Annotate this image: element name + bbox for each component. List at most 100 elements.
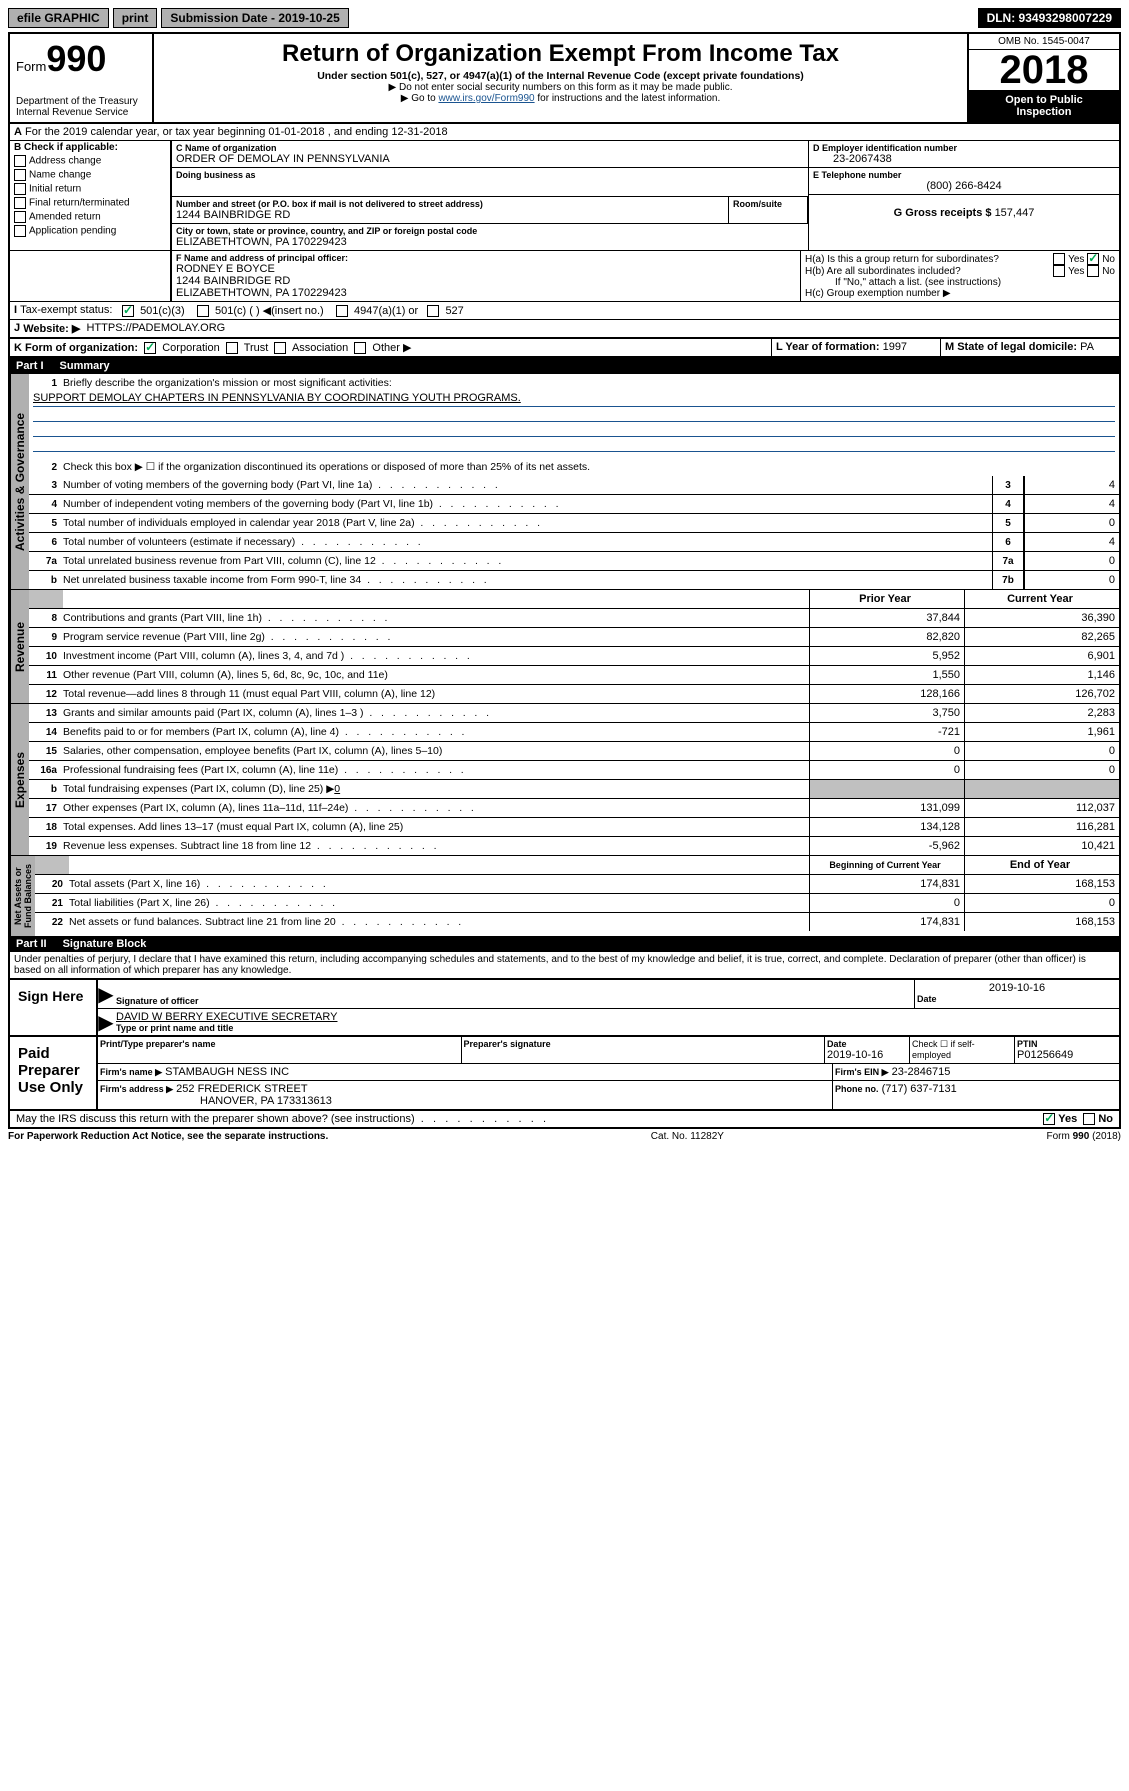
l17-curr: 112,037 [964,799,1119,817]
gross-receipts: 157,447 [995,207,1035,219]
addr-label: Number and street (or P.O. box if mail i… [176,199,724,209]
firm-addr1: 252 FREDERICK STREET [176,1083,307,1095]
l19-curr: 10,421 [964,837,1119,855]
l16a-curr: 0 [964,761,1119,779]
state-domicile: PA [1080,341,1094,353]
vlabel-expenses: Expenses [10,704,29,855]
form-subtitle: Under section 501(c), 527, or 4947(a)(1)… [158,70,963,82]
l9-text: Program service revenue (Part VIII, line… [63,631,809,643]
chk-assoc[interactable] [274,342,286,354]
l16a-prior: 0 [809,761,964,779]
hb-yes[interactable] [1053,265,1065,277]
opt-assoc: Association [292,342,348,354]
chk-name-change[interactable]: Name change [10,168,170,182]
l21-end: 0 [964,894,1119,912]
room-label: Room/suite [733,199,803,209]
l7b-val: 0 [1024,571,1119,589]
l-label: L Year of formation: [776,341,880,353]
chk-amended[interactable]: Amended return [10,210,170,224]
chk-application-pending[interactable]: Application pending [10,224,170,238]
i-label: Tax-exempt status: [20,304,112,316]
l11-text: Other revenue (Part VIII, column (A), li… [63,669,809,681]
line-i: I Tax-exempt status: 501(c)(3) 501(c) ( … [10,302,1119,320]
l13-curr: 2,283 [964,704,1119,722]
dln: DLN: 93493298007229 [978,8,1121,28]
prep-name-label: Print/Type preparer's name [100,1039,459,1049]
l19-prior: -5,962 [809,837,964,855]
ha-label: H(a) Is this a group return for subordin… [805,254,1053,265]
open-public: Open to Public Inspection [969,90,1119,122]
l18-prior: 134,128 [809,818,964,836]
l13-prior: 3,750 [809,704,964,722]
no-label: No [1098,1113,1113,1125]
title-box: Return of Organization Exempt From Incom… [154,34,967,122]
page-footer: For Paperwork Reduction Act Notice, see … [8,1129,1121,1142]
section-b: B Check if applicable: Address change Na… [10,141,172,250]
blank-line [33,407,1115,422]
dba-label: Doing business as [176,170,804,180]
discuss-no[interactable] [1083,1113,1095,1125]
paid-preparer-block: Paid Preparer Use Only Print/Type prepar… [8,1037,1121,1111]
irs-link[interactable]: www.irs.gov/Form990 [438,93,534,104]
l14-curr: 1,961 [964,723,1119,741]
chk-4947[interactable] [336,305,348,317]
l7a-text: Total unrelated business revenue from Pa… [63,555,992,567]
chk-label: Application pending [29,226,116,237]
efile-button[interactable]: efile GRAPHIC [8,8,109,28]
section-h: H(a) Is this a group return for subordin… [801,251,1119,301]
hb-note: If "No," attach a list. (see instruction… [805,277,1115,288]
f-label: F Name and address of principal officer: [176,253,796,263]
goto-pre: ▶ Go to [401,93,439,104]
form-header: Form990 Department of the Treasury Inter… [10,34,1119,124]
yes-label: Yes [1058,1113,1077,1125]
l20-text: Total assets (Part X, line 16) [69,878,809,890]
self-employed-check[interactable]: Check ☐ if self-employed [910,1037,1015,1063]
form-number: Form990 [16,38,146,80]
ha-no[interactable] [1087,253,1099,265]
print-button[interactable]: print [113,8,158,28]
l16b-curr-shaded [964,780,1119,798]
dept-label: Department of the Treasury Internal Reve… [16,96,146,118]
officer-addr1: 1244 BAINBRIDGE RD [176,275,796,287]
firm-name-label: Firm's name ▶ [100,1067,162,1077]
l17-text: Other expenses (Part IX, column (A), lin… [63,802,809,814]
l8-prior: 37,844 [809,609,964,627]
line-a-text: For the 2019 calendar year, or tax year … [25,126,448,138]
l12-prior: 128,166 [809,685,964,703]
chk-address-change[interactable]: Address change [10,154,170,168]
chk-other[interactable] [354,342,366,354]
firm-ein-label: Firm's EIN ▶ [835,1067,889,1077]
chk-final-return[interactable]: Final return/terminated [10,196,170,210]
chk-trust[interactable] [226,342,238,354]
chk-label: Amended return [29,212,101,223]
prep-date: 2019-10-16 [827,1049,907,1061]
section-c: C Name of organization ORDER OF DEMOLAY … [172,141,809,250]
toolbar: efile GRAPHIC print Submission Date - 20… [8,8,1121,28]
hb-label: H(b) Are all subordinates included? [805,266,1053,277]
l8-text: Contributions and grants (Part VIII, lin… [63,612,809,624]
l1-label: Briefly describe the organization's miss… [63,377,1119,389]
hb-no[interactable] [1087,265,1099,277]
l18-text: Total expenses. Add lines 13–17 (must eq… [63,821,809,833]
chk-501c[interactable] [197,305,209,317]
form-number-box: Form990 Department of the Treasury Inter… [10,34,154,122]
section-deg: D Employer identification number 23-2067… [809,141,1119,250]
l8-curr: 36,390 [964,609,1119,627]
l10-prior: 5,952 [809,647,964,665]
l16a-text: Professional fundraising fees (Part IX, … [63,764,809,776]
chk-corp[interactable] [144,342,156,354]
l7b-num: 7b [992,571,1024,589]
city-state-zip: ELIZABETHTOWN, PA 170229423 [176,236,804,248]
discuss-yes[interactable] [1043,1113,1055,1125]
l21-text: Total liabilities (Part X, line 26) [69,897,809,909]
section-f: F Name and address of principal officer:… [172,251,801,301]
chk-501c3[interactable] [122,305,134,317]
l7a-val: 0 [1024,552,1119,570]
submission-date: Submission Date - 2019-10-25 [161,8,348,28]
ha-yes[interactable] [1053,253,1065,265]
opt-527: 527 [445,305,463,317]
chk-527[interactable] [427,305,439,317]
chk-initial-return[interactable]: Initial return [10,182,170,196]
city-label: City or town, state or province, country… [176,226,804,236]
firm-addr2: HANOVER, PA 173313613 [100,1095,332,1107]
